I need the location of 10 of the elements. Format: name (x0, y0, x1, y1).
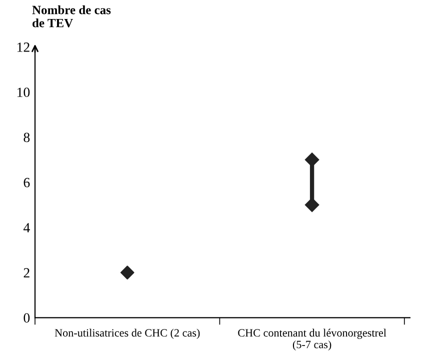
x-tick-label: CHC contenant du lévonorgestrel (5-7 cas) (238, 328, 386, 351)
y-tick-label: 2 (24, 268, 30, 278)
y-tick-label: 10 (17, 88, 30, 98)
y-tick-label: 8 (24, 132, 30, 142)
x-tick-label: Non-utilisatrices de CHC (2 cas) (54, 328, 200, 339)
y-tick-label: 4 (23, 223, 30, 232)
y-tick-label: 6 (24, 178, 30, 188)
y-tick-label: 0 (24, 313, 30, 323)
y-tick-label: 12 (17, 42, 30, 52)
y-axis-title: Nombre de cas de TEV (32, 5, 111, 28)
